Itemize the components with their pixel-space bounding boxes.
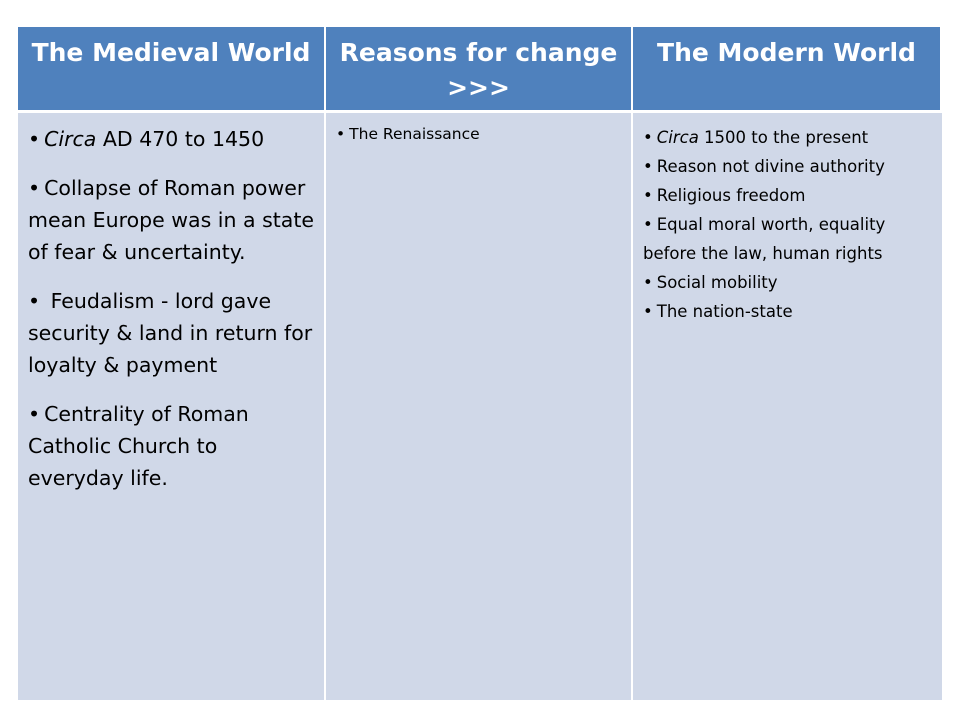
bullet-icon: • xyxy=(643,186,653,205)
list-item: • Feudalism - lord gave security & land … xyxy=(28,285,318,381)
reasons-cell: • The Renaissance xyxy=(326,113,633,700)
bullet-icon: • xyxy=(643,157,653,176)
modern-cell: • Circa 1500 to the present • Reason not di… xyxy=(633,113,942,700)
italic-term: Circa xyxy=(44,127,97,151)
bullet-icon: • xyxy=(28,176,41,200)
item-text: Religious freedom xyxy=(656,186,806,205)
italic-term: Circa xyxy=(656,128,699,147)
modern-list: • Circa 1500 to the present • Reason not di… xyxy=(643,123,936,326)
reasons-list: • The Renaissance xyxy=(336,123,625,145)
list-item: • Collapse of Roman power mean Europe was… xyxy=(28,172,318,268)
item-text: AD 470 to 1450 xyxy=(96,127,265,151)
bullet-icon: • xyxy=(336,125,346,143)
bullet-icon: • xyxy=(643,215,653,234)
item-text: Reason not divine authority xyxy=(656,157,885,176)
bullet-icon: • xyxy=(643,273,653,292)
list-item: • Religious freedom xyxy=(643,181,936,210)
list-item: • Circa AD 470 to 1450 xyxy=(28,123,318,155)
bullet-icon: • xyxy=(643,302,653,321)
item-text: The Renaissance xyxy=(349,125,480,143)
list-item: • Circa 1500 to the present xyxy=(643,123,936,152)
bullet-icon: • xyxy=(28,289,41,313)
comparison-table: The Medieval World Reasons for change >>… xyxy=(18,27,942,700)
list-item: • Reason not divine authority xyxy=(643,152,936,181)
item-text: Equal moral worth, equality before the l… xyxy=(643,215,886,263)
bullet-icon: • xyxy=(28,402,41,426)
header-reasons-for-change: Reasons for change >>> xyxy=(326,27,633,113)
list-item: • Centrality of Roman Catholic Church to … xyxy=(28,398,318,494)
item-text: Collapse of Roman power mean Europe was … xyxy=(28,176,314,264)
list-item: • Social mobility xyxy=(643,268,936,297)
medieval-list: • Circa AD 470 to 1450 • Collapse of Roman … xyxy=(28,123,318,494)
item-text: Centrality of Roman Catholic Church to e… xyxy=(28,402,249,490)
header-medieval-world: The Medieval World xyxy=(18,27,326,113)
header-modern-world: The Modern World xyxy=(633,27,942,113)
item-text: 1500 to the present xyxy=(698,128,869,147)
medieval-cell: • Circa AD 470 to 1450 • Collapse of Roman … xyxy=(18,113,326,700)
item-text: The nation-state xyxy=(656,302,793,321)
item-text: Social mobility xyxy=(656,273,778,292)
list-item: • Equal moral worth, equality before the … xyxy=(643,210,936,268)
item-text: Feudalism - lord gave security & land in… xyxy=(28,289,313,377)
list-item: • The Renaissance xyxy=(336,123,625,145)
bullet-icon: • xyxy=(643,128,653,147)
list-item: • The nation-state xyxy=(643,297,936,326)
bullet-icon: • xyxy=(28,127,41,151)
